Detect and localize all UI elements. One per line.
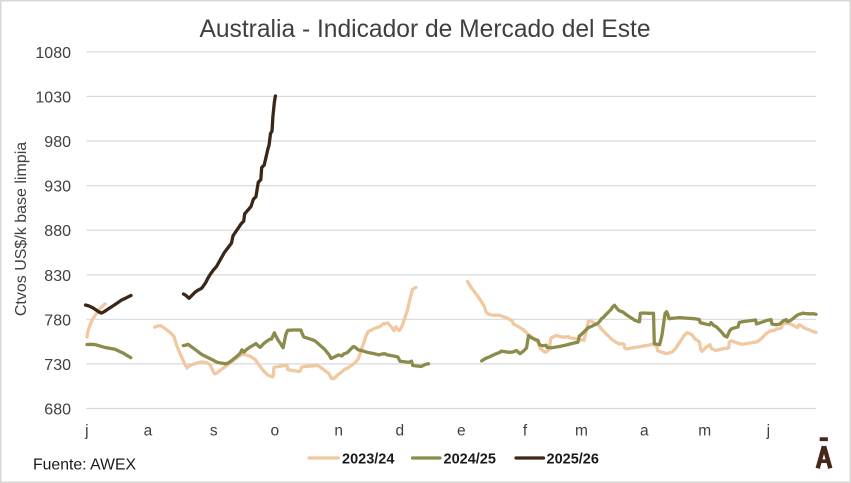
svg-text:Australia - Indicador de Merca: Australia - Indicador de Mercado del Est…: [199, 16, 650, 43]
svg-text:Ctvos US$/k base limpia: Ctvos US$/k base limpia: [13, 142, 30, 316]
svg-text:2023/24: 2023/24: [342, 452, 394, 468]
svg-text:a: a: [144, 423, 153, 440]
svg-text:f: f: [523, 423, 528, 440]
svg-text:m: m: [575, 423, 588, 440]
svg-text:2025/26: 2025/26: [547, 452, 599, 468]
svg-text:d: d: [395, 423, 404, 440]
svg-text:j: j: [84, 423, 88, 440]
svg-text:j: j: [766, 423, 770, 440]
svg-text:Fuente: AWEX: Fuente: AWEX: [33, 456, 136, 473]
svg-text:680: 680: [44, 402, 71, 419]
svg-text:2024/25: 2024/25: [444, 452, 496, 468]
svg-text:o: o: [270, 423, 279, 440]
svg-text:880: 880: [44, 223, 71, 240]
svg-text:1080: 1080: [35, 45, 71, 62]
svg-text:n: n: [334, 423, 343, 440]
svg-text:930: 930: [44, 179, 71, 196]
svg-text:e: e: [457, 423, 466, 440]
svg-text:m: m: [698, 423, 711, 440]
svg-text:730: 730: [44, 357, 71, 374]
svg-text:1030: 1030: [35, 89, 71, 106]
svg-text:a: a: [640, 423, 649, 440]
svg-text:s: s: [210, 423, 218, 440]
svg-text:980: 980: [44, 134, 71, 151]
svg-text:830: 830: [44, 268, 71, 285]
svg-text:780: 780: [44, 312, 71, 329]
